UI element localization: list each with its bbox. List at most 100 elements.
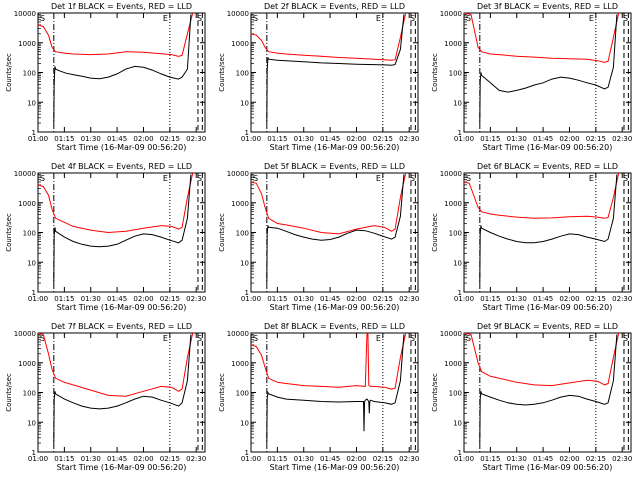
x-tick-label: 02:00 bbox=[559, 295, 579, 303]
y-tick-label: 1000 bbox=[444, 200, 462, 208]
end-marker-label: E bbox=[589, 174, 594, 183]
series-events-line bbox=[266, 174, 405, 284]
start-marker-label: S bbox=[197, 174, 202, 183]
start-marker-label: S bbox=[410, 14, 415, 23]
x-axis-label: Start Time (16-Mar-09 00:56:20) bbox=[270, 143, 400, 152]
chart-title: Det 9f BLACK = Events, RED = LLD bbox=[477, 322, 618, 331]
y-tick-label: 100 bbox=[449, 390, 462, 398]
x-tick-label: 01:30 bbox=[81, 455, 101, 463]
y-tick-label: 1 bbox=[32, 129, 36, 137]
detector-chart: Det 9f BLACK = Events, RED = LLD 1 10 100 10… bbox=[431, 322, 632, 472]
x-tick-label: 01:00 bbox=[454, 135, 474, 143]
series-lld-line bbox=[251, 333, 407, 390]
x-tick-label: 01:45 bbox=[533, 455, 553, 463]
y-tick-label: 10 bbox=[27, 99, 36, 107]
y-tick-label: 1 bbox=[32, 289, 36, 297]
series-events-line bbox=[479, 334, 618, 444]
x-tick-label: 01:45 bbox=[320, 135, 340, 143]
x-axis-label: Start Time (16-Mar-09 00:56:20) bbox=[483, 463, 613, 472]
plot-frame bbox=[37, 332, 206, 453]
x-axis-label: Start Time (16-Mar-09 00:56:20) bbox=[57, 303, 187, 312]
y-tick-label: 10 bbox=[27, 419, 36, 427]
x-axis-label: Start Time (16-Mar-09 00:56:20) bbox=[270, 463, 400, 472]
y-tick-label: 1 bbox=[32, 449, 36, 457]
x-tick-label: 01:15 bbox=[267, 295, 287, 303]
start-marker-label: S bbox=[466, 334, 471, 343]
detector-chart: Det 4f BLACK = Events, RED = LLD 1 10 100 10… bbox=[5, 162, 206, 312]
x-tick-label: 02:30 bbox=[186, 135, 206, 143]
start-marker-label: S bbox=[197, 334, 202, 343]
x-tick-label: 01:30 bbox=[81, 295, 101, 303]
series-events-line bbox=[53, 334, 192, 444]
x-tick-label: 01:00 bbox=[28, 295, 48, 303]
y-tick-label: 1000 bbox=[18, 200, 36, 208]
x-tick-label: 02:00 bbox=[346, 135, 366, 143]
y-tick-label: 100 bbox=[449, 230, 462, 238]
y-tick-label: 1000 bbox=[18, 360, 36, 368]
x-tick-label: 01:30 bbox=[81, 135, 101, 143]
series-lld-line bbox=[464, 13, 620, 63]
y-tick-label: 100 bbox=[449, 70, 462, 78]
y-tick-label: 100 bbox=[23, 70, 36, 78]
x-tick-label: 02:15 bbox=[586, 295, 606, 303]
detector-chart: Det 8f BLACK = Events, RED = LLD 1 10 100 10… bbox=[218, 322, 419, 472]
series-lld-line bbox=[251, 173, 407, 235]
x-tick-label: 02:00 bbox=[133, 295, 153, 303]
y-axis-label: Counts/sec bbox=[5, 53, 13, 92]
y-tick-label: 1 bbox=[458, 449, 462, 457]
x-tick-label: 01:00 bbox=[454, 455, 474, 463]
chart-title: Det 5f BLACK = Events, RED = LLD bbox=[264, 162, 405, 171]
start-marker-label: S bbox=[40, 14, 45, 23]
chart-title: Det 8f BLACK = Events, RED = LLD bbox=[264, 322, 405, 331]
y-tick-label: 10000 bbox=[14, 170, 36, 178]
x-tick-label: 01:30 bbox=[294, 455, 314, 463]
series-lld-line bbox=[38, 173, 194, 234]
start-marker-label: S bbox=[253, 174, 258, 183]
start-marker-label: S bbox=[253, 14, 258, 23]
y-tick-label: 1 bbox=[245, 129, 249, 137]
chart-title: Det 2f BLACK = Events, RED = LLD bbox=[264, 2, 405, 11]
x-axis-label: Start Time (16-Mar-09 00:56:20) bbox=[57, 463, 187, 472]
x-tick-label: 01:30 bbox=[294, 295, 314, 303]
x-axis-label: Start Time (16-Mar-09 00:56:20) bbox=[483, 143, 613, 152]
y-axis-label: Counts/sec bbox=[218, 213, 226, 252]
x-tick-label: 02:15 bbox=[586, 455, 606, 463]
x-tick-label: 01:00 bbox=[28, 135, 48, 143]
chart-title: Det 6f BLACK = Events, RED = LLD bbox=[477, 162, 618, 171]
x-tick-label: 01:00 bbox=[241, 135, 261, 143]
x-tick-label: 01:00 bbox=[241, 455, 261, 463]
series-lld-line bbox=[464, 333, 620, 387]
y-tick-label: 10000 bbox=[440, 170, 462, 178]
y-tick-label: 10 bbox=[240, 259, 249, 267]
x-tick-label: 01:30 bbox=[507, 455, 527, 463]
start-marker-label: S bbox=[197, 14, 202, 23]
y-tick-label: 10000 bbox=[440, 10, 462, 18]
y-tick-label: 1000 bbox=[231, 40, 249, 48]
x-tick-label: 02:15 bbox=[373, 295, 393, 303]
end-marker-label: E bbox=[163, 14, 168, 23]
x-tick-label: 01:15 bbox=[480, 295, 500, 303]
y-tick-label: 100 bbox=[23, 390, 36, 398]
y-tick-label: 100 bbox=[236, 390, 249, 398]
x-tick-label: 02:15 bbox=[160, 135, 180, 143]
y-axis-label: Counts/sec bbox=[431, 373, 439, 412]
y-tick-label: 10000 bbox=[14, 10, 36, 18]
x-tick-label: 02:15 bbox=[373, 455, 393, 463]
x-axis-label: Start Time (16-Mar-09 00:56:20) bbox=[57, 143, 187, 152]
y-tick-label: 10000 bbox=[14, 330, 36, 338]
detector-chart: Det 3f BLACK = Events, RED = LLD 1 10 100 10… bbox=[431, 2, 632, 152]
y-axis-label: Counts/sec bbox=[5, 373, 13, 412]
series-events-line bbox=[479, 14, 618, 124]
x-tick-label: 01:45 bbox=[533, 295, 553, 303]
x-tick-label: 01:30 bbox=[294, 135, 314, 143]
x-tick-label: 01:30 bbox=[507, 135, 527, 143]
x-tick-label: 02:00 bbox=[559, 455, 579, 463]
x-tick-label: 01:00 bbox=[28, 455, 48, 463]
series-lld-line bbox=[38, 333, 194, 397]
x-tick-label: 01:45 bbox=[533, 135, 553, 143]
start-marker-label: S bbox=[466, 14, 471, 23]
start-marker-label: S bbox=[410, 174, 415, 183]
x-tick-label: 01:45 bbox=[320, 455, 340, 463]
x-tick-label: 02:30 bbox=[612, 295, 632, 303]
